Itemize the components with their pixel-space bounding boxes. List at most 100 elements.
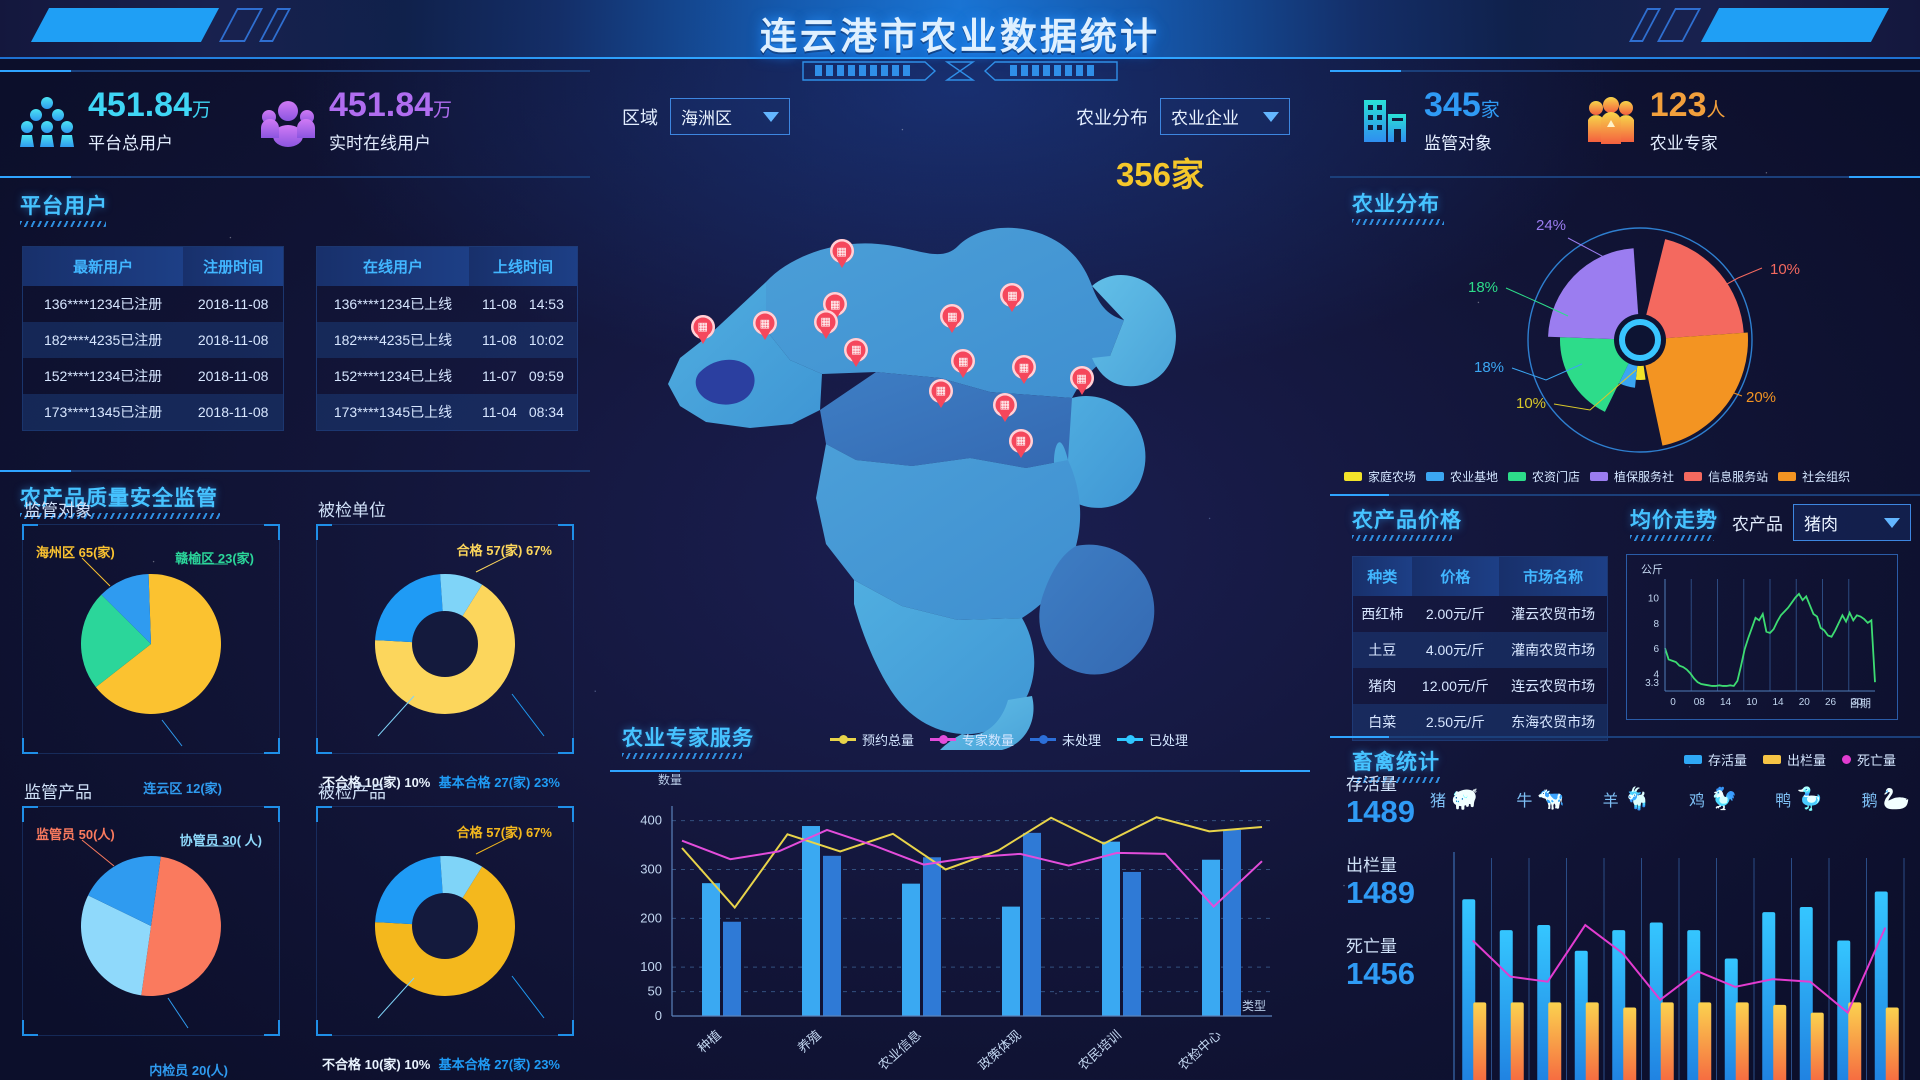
table-row[interactable]: 土豆 4.00元/斤 灌南农贸市场 (1353, 632, 1607, 668)
legend-item[interactable]: 专家数量 (930, 730, 1014, 749)
left-stats-row: 451.84万 平台总用户 451.84万 实时在线用户 (20, 88, 580, 154)
map-pin[interactable]: ▦ (1008, 428, 1033, 459)
animal-item[interactable]: 鹅 🦢 (1862, 786, 1910, 812)
table-cell: 猪肉 (1368, 678, 1397, 694)
section-title: 均价走势 (1630, 509, 1718, 532)
legend-label: 家庭农场 (1368, 470, 1417, 484)
pie-slice-label: 不合格 10(家) 10% (322, 775, 431, 790)
table-row[interactable]: 136****1234已上线 11-08 14:53 (317, 286, 577, 322)
map-pin[interactable]: ▦ (992, 392, 1017, 423)
total-label: 死亡量 (1346, 937, 1397, 957)
table-cell: 11-04 08:34 (468, 394, 577, 430)
map-pin[interactable]: ▦ (813, 309, 838, 340)
svg-text:10%: 10% (1770, 261, 1800, 278)
prices-section: 农产品价格 (1352, 504, 1462, 541)
stat-unit: 万 (192, 100, 212, 121)
page-title: 连云港市农业数据统计 (760, 16, 1160, 57)
table-cell: 灌南农贸市场 (1499, 632, 1607, 668)
pig-icon: 🐖 (1451, 786, 1479, 811)
table-row[interactable]: 173****1345已注册 2018-11-08 (23, 394, 283, 430)
map-pin[interactable]: ▦ (752, 311, 777, 341)
legend-swatch (1684, 472, 1703, 481)
legend-item[interactable]: 信息服务站 (1684, 468, 1768, 485)
chevron-down-icon (763, 111, 779, 122)
svg-text:6: 6 (1653, 644, 1659, 655)
table-cell: 西红柿 (1361, 606, 1404, 622)
total-label: 出栏量 (1346, 856, 1397, 876)
svg-text:3.3: 3.3 (1645, 678, 1659, 689)
svg-text:300: 300 (640, 861, 662, 876)
table-row[interactable]: 136****1234已注册 2018-11-08 (23, 286, 283, 322)
distribution-select[interactable]: 农业企业 (1160, 98, 1290, 135)
legend-swatch (930, 734, 957, 744)
svg-text:种植: 种植 (695, 1027, 724, 1056)
legend-item[interactable]: 死亡量 (1841, 750, 1896, 769)
table-row[interactable]: 182****4235已上线 11-08 10:02 (317, 322, 577, 358)
table-row[interactable]: 173****1345已上线 11-04 08:34 (317, 394, 577, 430)
legend-item[interactable]: 社会组织 (1778, 468, 1850, 485)
table-cell: 2.50元/斤 (1411, 704, 1500, 740)
chart-card-inspected_units: 被检单位 合格 57(家) 67% 基本合格 27(家) 23% 不合格 10(家) … (316, 501, 574, 790)
legend-label: 死亡量 (1856, 753, 1896, 768)
pie-slice-label: 监管员 50(人) (36, 827, 115, 842)
column-header: 种类 (1353, 557, 1412, 596)
corner-marker (22, 524, 38, 540)
map-pin[interactable]: ▦ (829, 239, 854, 269)
legend-item[interactable]: 已处理 (1117, 730, 1188, 749)
distribution-label: 农业分布 (1076, 107, 1148, 128)
region-select[interactable]: 海洲区 (670, 98, 790, 135)
svg-text:数量: 数量 (658, 772, 682, 787)
animal-item[interactable]: 牛 🐄 (1516, 786, 1564, 812)
legend-item[interactable]: 植保服务社 (1590, 468, 1674, 485)
map-pin[interactable]: ▦ (1069, 366, 1094, 396)
map-pin[interactable]: ▦ (844, 337, 869, 368)
table-row[interactable]: 西红柿 2.00元/斤 灌云农贸市场 (1353, 596, 1607, 632)
stat-unit: 家 (1480, 100, 1500, 121)
region-map[interactable]: ▦ ▦ ▦ ▦ ▦ ▦ ▦ ▦ ▦ ▦ ▦ ▦ ▦ ▦ (640, 160, 1280, 750)
table-row[interactable]: 182****4235已注册 2018-11-08 (23, 322, 283, 358)
animal-label: 羊 (1602, 793, 1619, 810)
legend-label: 农资门店 (1532, 470, 1581, 484)
table-cell: 11-08 14:53 (482, 296, 564, 312)
map-pin[interactable]: ▦ (1000, 283, 1025, 313)
legend-item[interactable]: 存活量 (1683, 750, 1747, 769)
map-pin[interactable]: ▦ (1012, 355, 1036, 385)
legend-swatch (1590, 472, 1609, 481)
goose-icon: 🦢 (1882, 786, 1910, 811)
title-decoration (802, 61, 1118, 81)
legend-swatch (1344, 472, 1362, 481)
pie-slice-label: 内检员 20(人) (149, 1063, 228, 1078)
map-pin[interactable]: ▦ (928, 378, 953, 409)
corner-marker (22, 1020, 38, 1036)
table-cell: 182****4235已注册 (23, 322, 184, 358)
legend-item[interactable]: 未处理 (1030, 730, 1101, 749)
section-title: 平台用户 (20, 195, 108, 218)
table-row[interactable]: 猪肉 12.00元/斤 连云农贸市场 (1353, 668, 1607, 704)
livestock-totals: 存活量 1489 出栏量 1489 死亡量 1456 (1346, 770, 1426, 1013)
map-pin[interactable]: ▦ (940, 304, 965, 334)
table-row[interactable]: 152****1234已上线 11-07 09:59 (317, 358, 577, 394)
animal-item[interactable]: 羊 🐐 (1603, 786, 1651, 812)
online-users-table: 在线用户 上线时间 136****1234已上线 11-08 14:53 182***… (316, 246, 578, 431)
stat-supervision-targets: 345家 监管对象 (1360, 88, 1500, 154)
chart-card-supervision_product: 监管产品 监管员 50(人) 协管员 30( 人) 内检员 20(人) (22, 783, 280, 1078)
trend-select[interactable]: 猪肉 (1793, 504, 1911, 541)
chart-card-supervision_target: 监管对象 海州区 65(家) 赣榆区 23(家) 连云区 12(家) (22, 501, 280, 796)
legend-item[interactable]: 出栏量 (1762, 750, 1826, 769)
table-row[interactable]: 白菜 2.50元/斤 东海农贸市场 (1353, 704, 1607, 740)
stat-online-users: 451.84万 实时在线用户 (261, 88, 452, 154)
animal-item[interactable]: 鸭 🦆 (1775, 786, 1823, 812)
map-pin[interactable]: ▦ (690, 314, 715, 345)
legend-item[interactable]: 家庭农场 (1344, 468, 1416, 485)
animal-item[interactable]: 猪 🐖 (1430, 786, 1478, 812)
total-value: 1456 (1346, 956, 1415, 992)
legend-item[interactable]: 预约总量 (830, 730, 914, 749)
legend-swatch (1762, 755, 1781, 764)
chart-title: 监管对象 (24, 501, 92, 520)
legend-item[interactable]: 农业基地 (1426, 468, 1498, 485)
map-count: 356家 (1115, 156, 1204, 193)
animal-item[interactable]: 鸡 🐓 (1689, 786, 1737, 812)
map-pin[interactable]: ▦ (951, 349, 976, 379)
legend-item[interactable]: 农资门店 (1508, 468, 1580, 485)
table-row[interactable]: 152****1234已注册 2018-11-08 (23, 358, 283, 394)
